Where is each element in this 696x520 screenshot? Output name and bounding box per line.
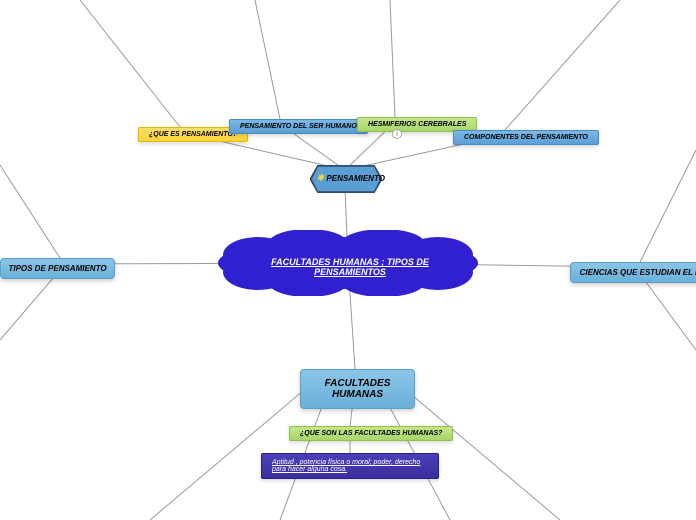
que-son-node[interactable]: ¿QUE SON LAS FACULTADES HUMANAS? <box>289 426 453 441</box>
facultades-node[interactable]: FACULTADES HUMANAS <box>300 369 415 409</box>
ciencias-node[interactable]: CIENCIAS QUE ESTUDIAN EL P <box>570 262 696 283</box>
center-label: FACULTADES HUMANAS ; TIPOS DE PENSAMIENT… <box>270 257 430 277</box>
componentes-node[interactable]: COMPONENTES DEL PENSAMIENTO <box>453 130 599 145</box>
pensamiento-label: ✷PENSAMIENTO <box>316 173 378 184</box>
tipos-node[interactable]: TIPOS DE PENSAMIENTO <box>0 258 115 279</box>
ser-humano-node[interactable]: PENSAMIENTO DEL SER HUMANO <box>229 119 368 134</box>
star-icon: ✷ <box>316 173 324 184</box>
info-icon: i <box>392 129 402 139</box>
aptitud-node: Aptitud , potencia física o moral; poder… <box>261 453 439 479</box>
